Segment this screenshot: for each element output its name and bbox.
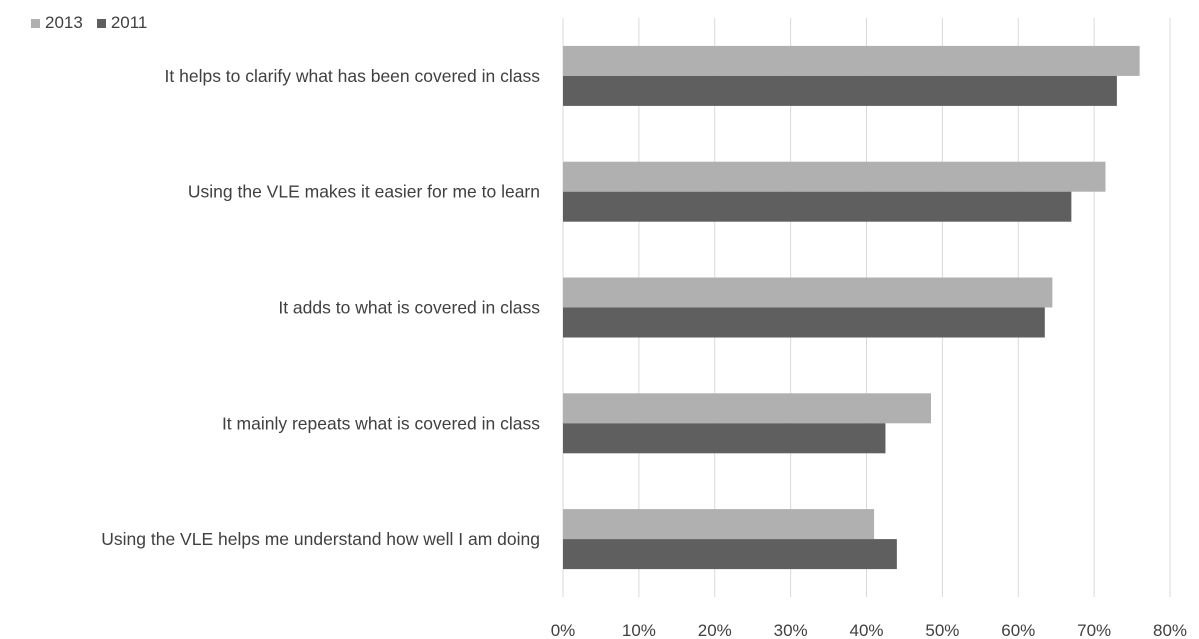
legend-swatch-2013 (31, 18, 40, 28)
bar-2013 (563, 45, 1140, 76)
category-label: Using the VLE helps me understand how we… (101, 529, 540, 549)
bar-2011 (563, 539, 897, 570)
x-tick-label: 60% (1001, 621, 1035, 639)
x-tick-label: 20% (698, 621, 732, 639)
bar-2013 (563, 277, 1053, 308)
x-tick-label: 30% (774, 621, 808, 639)
bar-2011 (563, 307, 1045, 338)
category-label: It adds to what is covered in class (278, 298, 540, 318)
x-tick-label: 40% (849, 621, 883, 639)
x-tick-label: 10% (622, 621, 656, 639)
legend-label-2011: 2011 (110, 13, 148, 32)
x-tick-label: 80% (1153, 621, 1187, 639)
legend-item-2013: 2013 (31, 13, 83, 33)
legend-swatch-2011 (96, 18, 106, 28)
chart-legend: 2013 2011 (31, 13, 161, 33)
bar-2011 (563, 191, 1072, 222)
x-tick-label: 70% (1077, 621, 1111, 639)
category-label: Using the VLE makes it easier for me to … (188, 182, 540, 202)
legend-item-2011: 2011 (96, 13, 148, 33)
bar-2011 (563, 423, 886, 454)
bar-2011 (563, 75, 1117, 106)
category-label: It mainly repeats what is covered in cla… (222, 413, 540, 433)
x-tick-label: 50% (925, 621, 959, 639)
bar-2013 (563, 393, 931, 424)
x-tick-label: 0% (551, 621, 576, 639)
legend-label-2013: 2013 (45, 13, 83, 32)
bar-2013 (563, 509, 875, 540)
bar-2013 (563, 161, 1106, 192)
category-label: It helps to clarify what has been covere… (165, 66, 541, 86)
